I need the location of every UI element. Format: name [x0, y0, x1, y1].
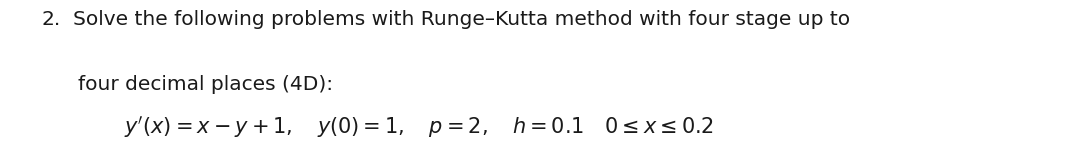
Text: 2.: 2.	[41, 10, 60, 30]
Text: Solve the following problems with Runge–Kutta method with four stage up to: Solve the following problems with Runge–…	[73, 10, 851, 30]
Text: four decimal places (4D):: four decimal places (4D):	[78, 74, 333, 94]
Text: $y'(x) = x - y + 1, \quad y(0) = 1, \quad p = 2, \quad h = 0.1 \quad 0 \leq x \l: $y'(x) = x - y + 1, \quad y(0) = 1, \qua…	[124, 114, 714, 140]
